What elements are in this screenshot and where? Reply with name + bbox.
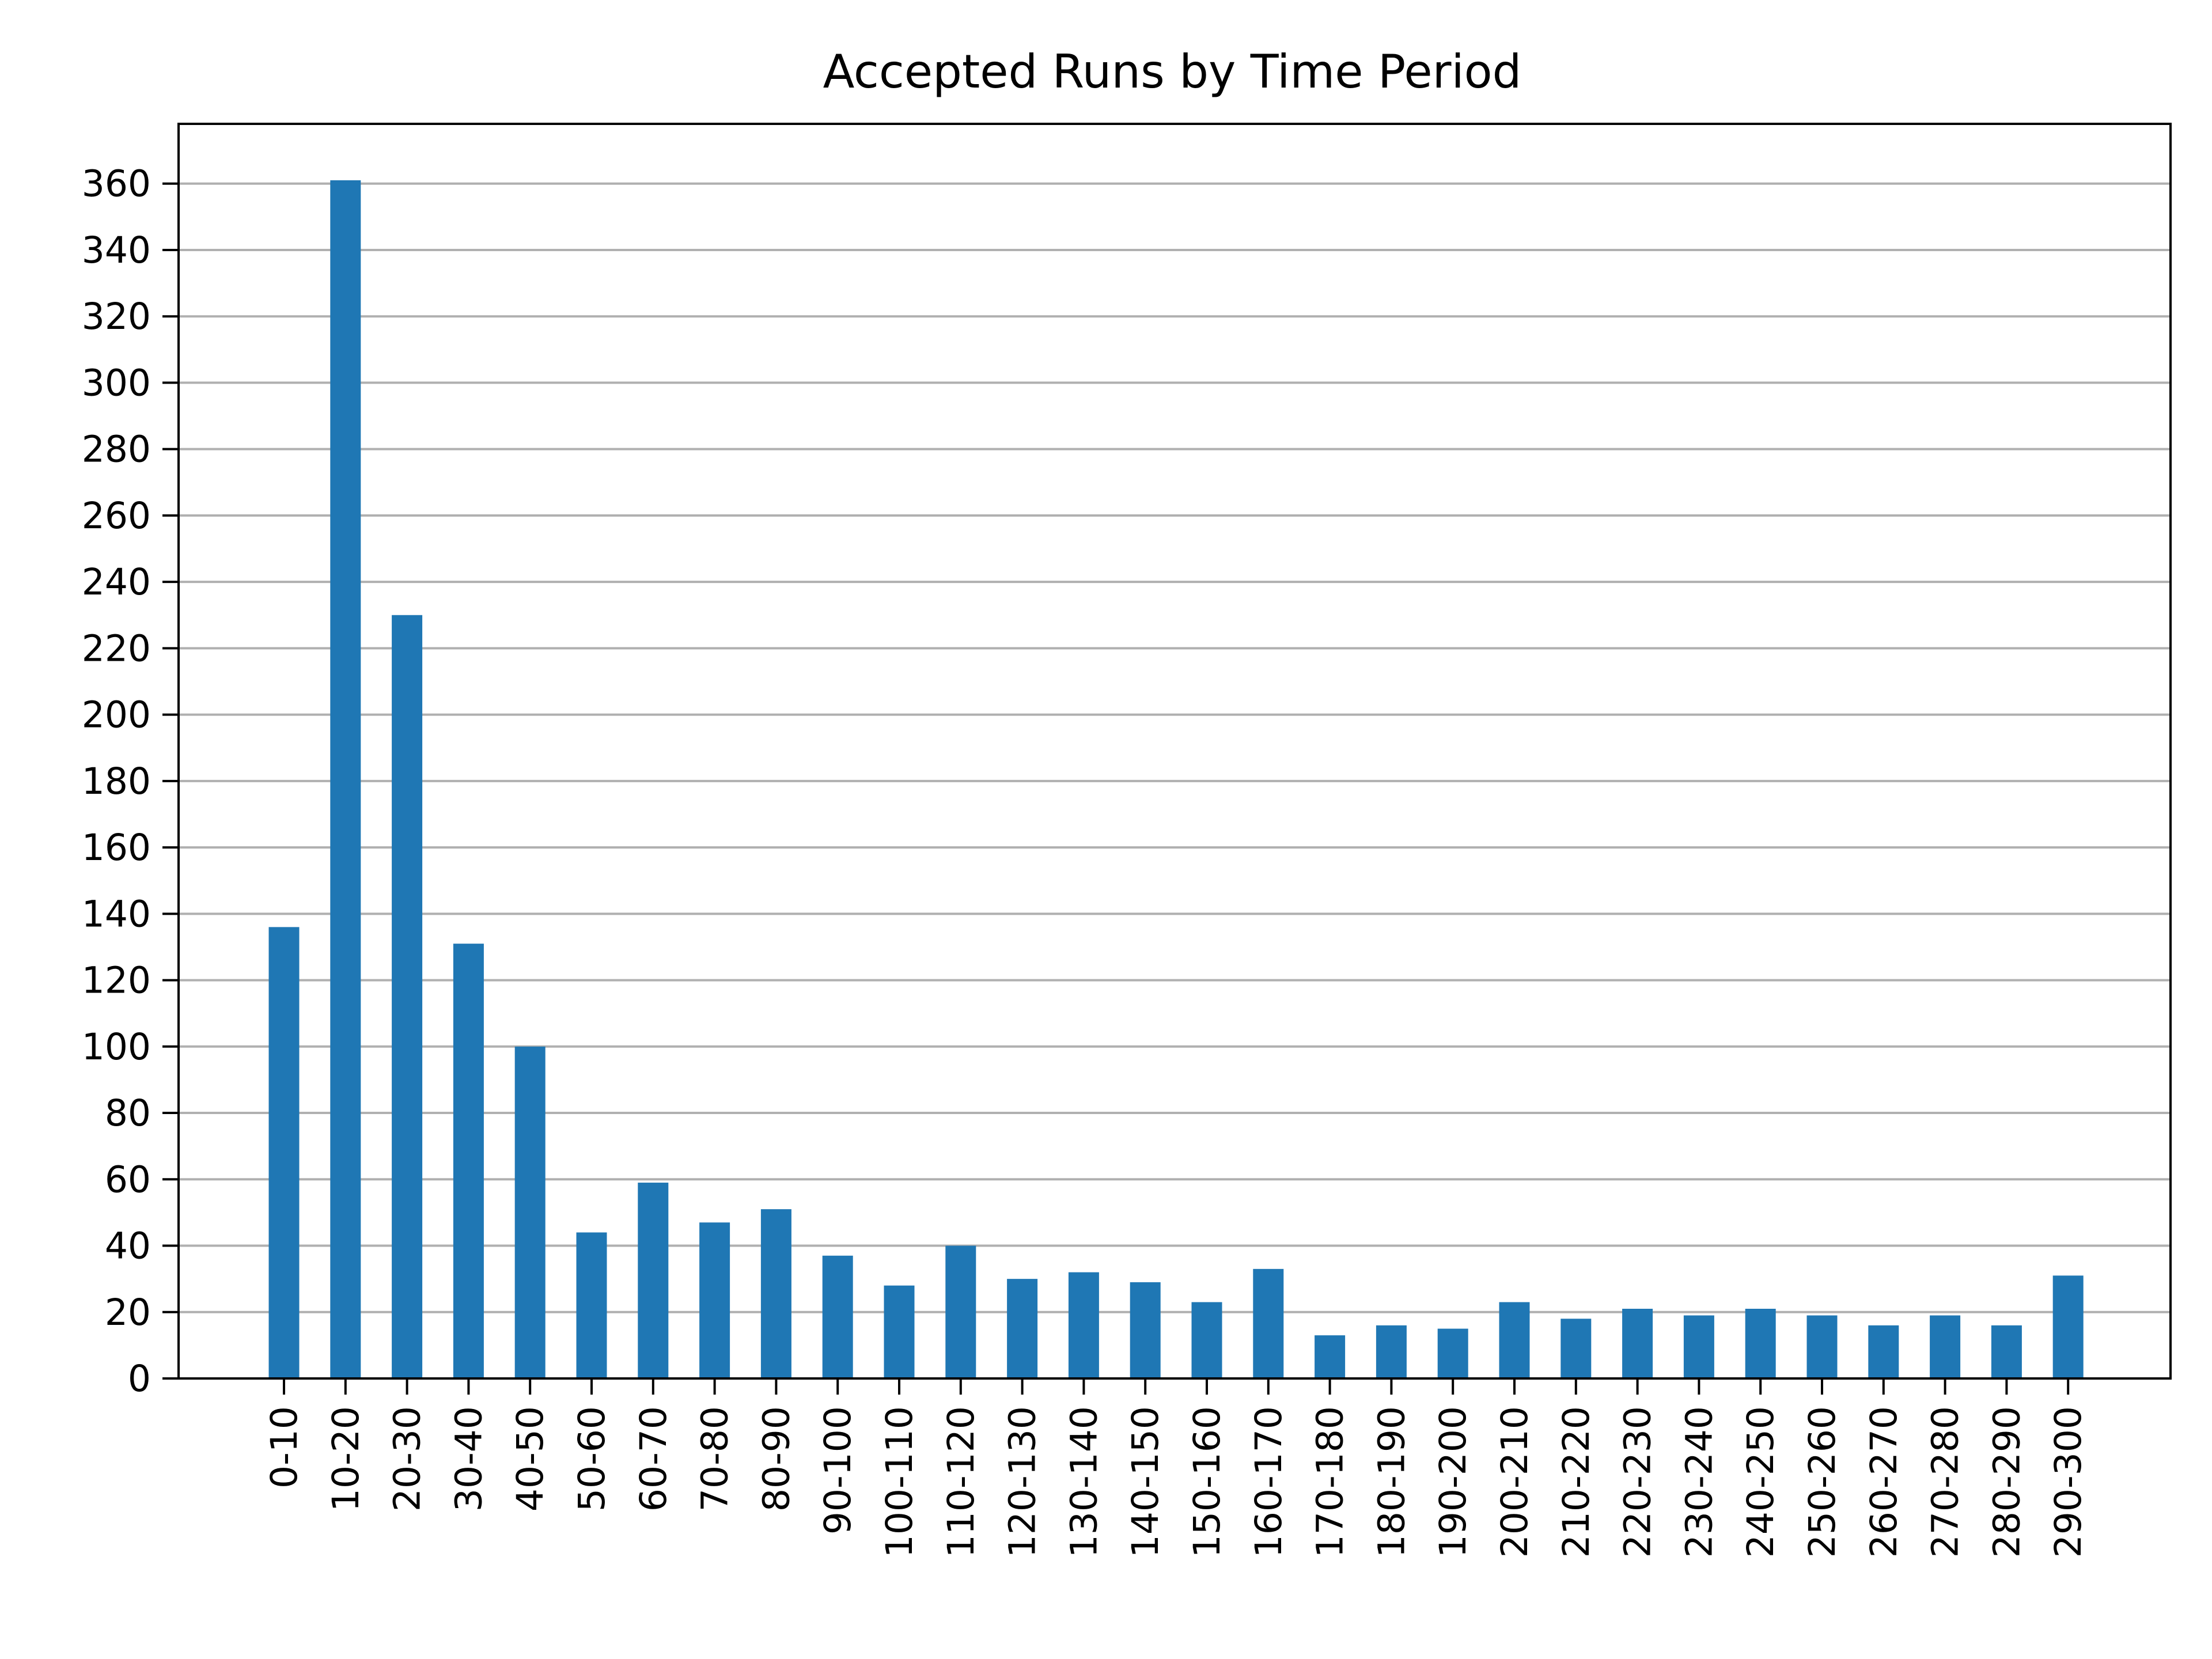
bar-series — [268, 180, 2084, 1378]
bar-30-40 — [453, 944, 484, 1378]
bar-290-300 — [2052, 1275, 2084, 1378]
y-tick-label: 280 — [82, 429, 151, 471]
y-tick-label: 300 — [82, 362, 151, 404]
bar-150-160 — [1191, 1302, 1222, 1378]
bar-70-80 — [699, 1222, 730, 1378]
bar-220-230 — [1622, 1309, 1653, 1378]
bar-140-150 — [1130, 1282, 1161, 1378]
bar-270-280 — [1930, 1315, 1961, 1378]
x-tick-label: 80-90 — [755, 1406, 797, 1512]
bar-120-130 — [1007, 1279, 1038, 1378]
x-tick-label: 260-270 — [1863, 1406, 1905, 1558]
y-tick-label: 20 — [105, 1291, 151, 1334]
x-tick-label: 240-250 — [1740, 1406, 1782, 1558]
bar-210-220 — [1560, 1319, 1592, 1378]
x-tick-label: 120-130 — [1002, 1406, 1044, 1558]
bar-240-250 — [1745, 1309, 1776, 1378]
x-tick-label: 150-160 — [1186, 1406, 1228, 1558]
bar-130-140 — [1068, 1272, 1099, 1378]
x-axis: 0-10 10-20 20-30 30-40 40-50 50-60 60-70 70-80 8… — [263, 1378, 2089, 1558]
bar-280-290 — [1991, 1325, 2022, 1378]
bar-160-170 — [1253, 1268, 1284, 1378]
x-tick-label: 140-150 — [1124, 1406, 1166, 1558]
y-tick-label: 340 — [82, 229, 151, 271]
y-tick-label: 40 — [105, 1225, 151, 1267]
x-tick-label: 230-240 — [1678, 1406, 1720, 1558]
bar-60-70 — [638, 1183, 669, 1378]
bar-170-180 — [1315, 1335, 1346, 1378]
bar-180-190 — [1376, 1325, 1407, 1378]
bar-10-20 — [330, 180, 361, 1378]
x-tick-label: 60-70 — [632, 1406, 675, 1512]
x-tick-label: 70-80 — [694, 1406, 736, 1512]
bar-20-30 — [392, 615, 423, 1378]
x-tick-label: 90-100 — [817, 1406, 859, 1535]
x-tick-label: 0-10 — [263, 1406, 305, 1488]
x-tick-label: 220-230 — [1617, 1406, 1659, 1558]
chart-title: Accepted Runs by Time Period — [823, 45, 1522, 99]
x-tick-label: 180-190 — [1370, 1406, 1412, 1558]
bar-110-120 — [945, 1245, 976, 1378]
x-tick-label: 110-120 — [940, 1406, 982, 1558]
x-tick-label: 20-30 — [387, 1406, 429, 1512]
y-tick-label: 140 — [82, 893, 151, 935]
x-tick-label: 130-140 — [1063, 1406, 1105, 1558]
y-tick-label: 240 — [82, 561, 151, 603]
bar-0-10 — [268, 927, 300, 1378]
y-tick-label: 60 — [105, 1158, 151, 1200]
bar-40-50 — [514, 1046, 546, 1378]
plot-area-frame — [177, 123, 2172, 1380]
y-tick-label: 220 — [82, 627, 151, 669]
y-tick-label: 320 — [82, 296, 151, 338]
y-tick-label: 0 — [128, 1358, 151, 1400]
x-tick-label: 200-210 — [1494, 1406, 1536, 1558]
y-tick-label: 160 — [82, 827, 151, 869]
y-tick-label: 260 — [82, 495, 151, 537]
y-tick-label: 80 — [105, 1092, 151, 1134]
bar-100-110 — [884, 1285, 915, 1378]
x-tick-label: 50-60 — [571, 1406, 613, 1512]
y-tick-label: 120 — [82, 960, 151, 1002]
bar-190-200 — [1437, 1328, 1468, 1378]
x-tick-label: 270-280 — [1925, 1406, 1967, 1558]
bar-250-260 — [1806, 1315, 1838, 1378]
y-gridlines — [179, 182, 2171, 1380]
x-tick-label: 250-260 — [1801, 1406, 1843, 1558]
x-tick-label: 30-40 — [448, 1406, 490, 1512]
x-tick-label: 170-180 — [1309, 1406, 1351, 1558]
y-tick-label: 180 — [82, 760, 151, 802]
bar-200-210 — [1499, 1302, 1530, 1378]
bar-50-60 — [576, 1232, 607, 1378]
x-tick-label: 280-290 — [1986, 1406, 2028, 1558]
y-axis: 0 20 40 60 80 100 120 140 160 180 200 220 240 260 280 3… — [82, 163, 179, 1400]
x-tick-label: 40-50 — [509, 1406, 551, 1512]
x-tick-label: 210-220 — [1555, 1406, 1597, 1558]
bar-230-240 — [1683, 1315, 1714, 1378]
bar-80-90 — [760, 1209, 791, 1378]
bar-260-270 — [1868, 1325, 1899, 1378]
y-tick-label: 200 — [82, 694, 151, 736]
bar-90-100 — [822, 1255, 853, 1378]
x-tick-label: 290-300 — [2047, 1406, 2089, 1558]
y-tick-label: 360 — [82, 163, 151, 205]
x-tick-label: 190-200 — [1432, 1406, 1474, 1558]
x-tick-label: 10-20 — [325, 1406, 367, 1512]
x-tick-label: 160-170 — [1248, 1406, 1290, 1558]
y-tick-label: 100 — [82, 1026, 151, 1068]
x-tick-label: 100-110 — [878, 1406, 921, 1558]
